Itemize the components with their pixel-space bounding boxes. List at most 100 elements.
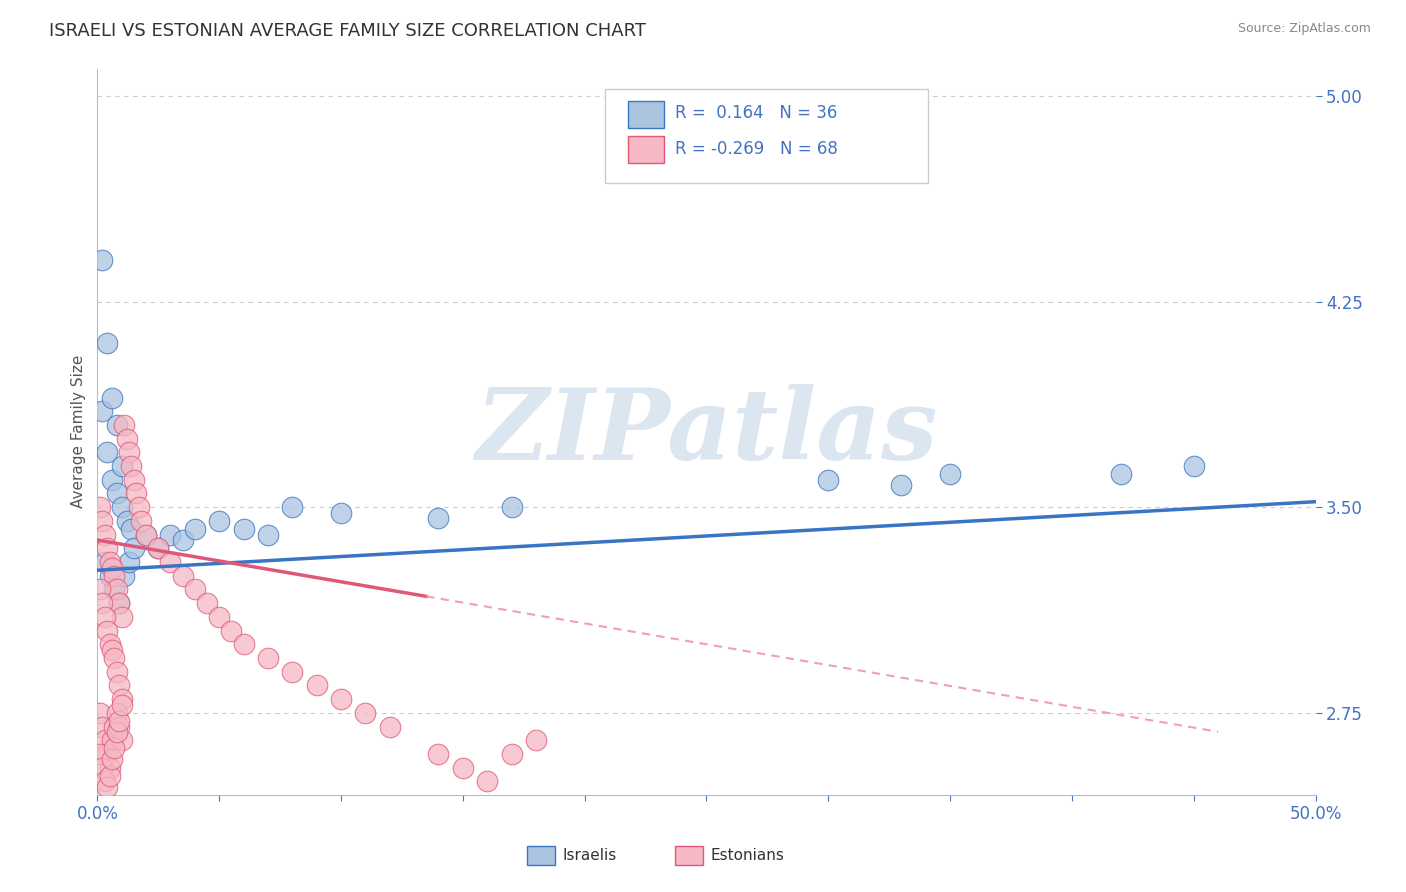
Point bbox=[108, 596, 131, 610]
Point bbox=[93, 527, 115, 541]
Point bbox=[257, 651, 280, 665]
Text: ISRAELI VS ESTONIAN AVERAGE FAMILY SIZE CORRELATION CHART: ISRAELI VS ESTONIAN AVERAGE FAMILY SIZE … bbox=[49, 22, 647, 40]
Point bbox=[501, 747, 523, 761]
Point bbox=[89, 706, 111, 720]
Point bbox=[89, 500, 111, 515]
Point bbox=[208, 610, 231, 624]
Point bbox=[96, 780, 118, 794]
Point bbox=[103, 719, 125, 733]
Point bbox=[91, 404, 114, 418]
Point bbox=[108, 714, 131, 728]
Point bbox=[112, 568, 135, 582]
Point bbox=[184, 582, 207, 597]
Point bbox=[103, 651, 125, 665]
Point bbox=[93, 555, 115, 569]
Point bbox=[91, 719, 114, 733]
Point bbox=[93, 733, 115, 747]
Point bbox=[118, 555, 141, 569]
Point bbox=[91, 761, 114, 775]
Point bbox=[1182, 458, 1205, 473]
Point bbox=[111, 500, 134, 515]
Point bbox=[98, 568, 121, 582]
Point bbox=[524, 733, 547, 747]
Point bbox=[330, 506, 353, 520]
Point bbox=[257, 527, 280, 541]
Point bbox=[122, 541, 145, 556]
Point bbox=[98, 637, 121, 651]
Point bbox=[98, 555, 121, 569]
Point bbox=[129, 514, 152, 528]
Point bbox=[378, 719, 401, 733]
Point bbox=[939, 467, 962, 482]
Point bbox=[101, 642, 124, 657]
Point bbox=[121, 458, 143, 473]
Point bbox=[91, 596, 114, 610]
Text: Israelis: Israelis bbox=[562, 848, 617, 863]
Point bbox=[330, 692, 353, 706]
Point bbox=[232, 637, 254, 651]
Text: R =  0.164   N = 36: R = 0.164 N = 36 bbox=[675, 104, 837, 122]
Point bbox=[148, 541, 170, 556]
Point bbox=[221, 624, 243, 638]
Point bbox=[96, 445, 118, 459]
Point bbox=[111, 610, 134, 624]
Point bbox=[817, 473, 839, 487]
Point bbox=[159, 527, 181, 541]
Point bbox=[172, 533, 194, 547]
Point bbox=[101, 391, 124, 405]
Point bbox=[91, 514, 114, 528]
Point bbox=[159, 555, 181, 569]
Point bbox=[118, 445, 141, 459]
Point bbox=[1109, 467, 1132, 482]
Point bbox=[184, 522, 207, 536]
Point bbox=[96, 624, 118, 638]
Point bbox=[890, 478, 912, 492]
Point bbox=[96, 541, 118, 556]
Point bbox=[125, 486, 148, 500]
Point bbox=[101, 473, 124, 487]
Point bbox=[451, 761, 474, 775]
Text: Estonians: Estonians bbox=[710, 848, 785, 863]
Point bbox=[101, 733, 124, 747]
Point bbox=[195, 596, 218, 610]
Point bbox=[115, 432, 138, 446]
Point bbox=[105, 417, 128, 432]
Point bbox=[98, 769, 121, 783]
Point bbox=[427, 747, 450, 761]
Text: ZIPatlas: ZIPatlas bbox=[475, 384, 938, 480]
Point bbox=[172, 568, 194, 582]
Point bbox=[105, 665, 128, 679]
Point bbox=[93, 610, 115, 624]
Point bbox=[115, 514, 138, 528]
Point bbox=[89, 582, 111, 597]
Text: R = -0.269   N = 68: R = -0.269 N = 68 bbox=[675, 140, 838, 158]
Point bbox=[105, 582, 128, 597]
Point bbox=[112, 417, 135, 432]
Point bbox=[232, 522, 254, 536]
Point bbox=[103, 741, 125, 756]
Point bbox=[121, 522, 143, 536]
Point bbox=[98, 761, 121, 775]
Point bbox=[101, 560, 124, 574]
Point bbox=[135, 527, 157, 541]
Point bbox=[122, 473, 145, 487]
Point bbox=[103, 582, 125, 597]
Point bbox=[281, 665, 304, 679]
Point bbox=[93, 774, 115, 789]
Point bbox=[91, 253, 114, 268]
Point bbox=[108, 719, 131, 733]
Text: Source: ZipAtlas.com: Source: ZipAtlas.com bbox=[1237, 22, 1371, 36]
Point bbox=[111, 692, 134, 706]
Point bbox=[111, 458, 134, 473]
Point bbox=[96, 335, 118, 350]
Point bbox=[108, 678, 131, 692]
Point bbox=[128, 500, 150, 515]
Point bbox=[105, 706, 128, 720]
Point bbox=[103, 568, 125, 582]
Point bbox=[111, 733, 134, 747]
Point bbox=[96, 747, 118, 761]
Point bbox=[135, 527, 157, 541]
Point bbox=[89, 747, 111, 761]
Point bbox=[105, 486, 128, 500]
Point bbox=[208, 514, 231, 528]
